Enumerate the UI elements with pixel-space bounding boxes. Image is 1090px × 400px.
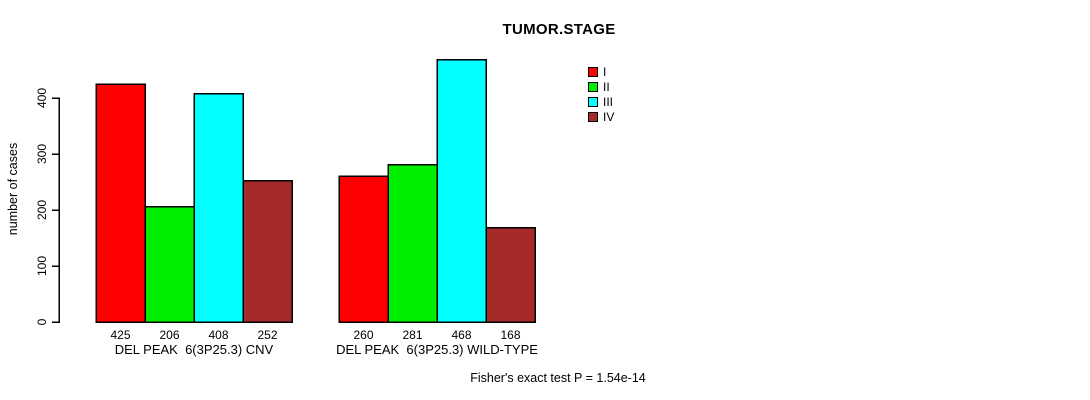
bar-g1-stage-i [95,83,146,323]
bar-g2-stage-iv [485,227,536,323]
bar-g1-stage-ii [144,205,195,323]
legend-swatch-iv [588,111,598,122]
x-group-label: DEL PEAK 6(3P25.3) WILD-TYPE [336,342,538,357]
y-tick-label: 200 [35,199,49,221]
legend-label: III [603,94,614,109]
y-tick-label: 0 [35,318,49,326]
legend-item-iii: III [588,94,614,109]
bar-g1-stage-iv [242,180,293,323]
fisher-test-annotation: Fisher's exact test P = 1.54e-14 [470,371,646,385]
legend-item-ii: II [588,79,614,94]
bar-value-label: 260 [353,328,374,342]
bar-g2-stage-iii [436,59,487,323]
legend-label: II [603,79,610,94]
legend-swatch-i [588,66,598,77]
bar-value-label: 468 [451,328,472,342]
x-group-label: DEL PEAK 6(3P25.3) CNV [114,342,274,357]
bar-value-label: 425 [110,328,131,342]
legend-swatch-iii [588,96,598,107]
bar-value-label: 252 [257,328,278,342]
bar-value-label: 206 [159,328,180,342]
chart-title: TUMOR.STAGE [502,21,616,38]
bar-value-label: 408 [208,328,229,342]
bar-g1-stage-iii [193,92,244,323]
y-tick-label: 300 [35,143,49,165]
y-tick-label: 100 [35,255,49,277]
legend: I II III IV [588,64,614,124]
legend-item-i: I [588,64,614,79]
bar-value-label: 168 [500,328,521,342]
bar-g2-stage-ii [387,163,438,323]
y-tick-label: 400 [35,87,49,109]
legend-label: I [603,64,607,79]
legend-item-iv: IV [588,109,614,124]
legend-swatch-ii [588,81,598,92]
bar-value-label: 281 [402,328,423,342]
legend-label: IV [603,109,615,124]
bar-g2-stage-i [338,175,389,323]
